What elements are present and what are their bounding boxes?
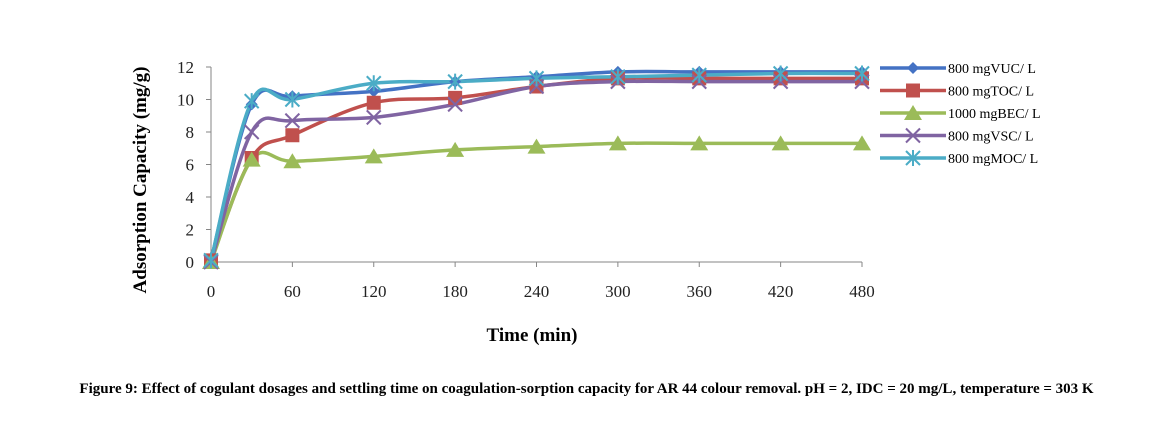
x-tick-label: 420 xyxy=(768,282,794,301)
x-tick-label: 240 xyxy=(524,282,550,301)
legend-label: 800 mgVSC/ L xyxy=(948,130,1034,145)
data-point-triangle xyxy=(364,148,383,164)
data-point-star xyxy=(528,70,545,87)
data-point-x xyxy=(366,109,382,126)
data-point-square xyxy=(285,128,300,143)
data-point-x xyxy=(243,124,260,140)
x-tick-label: 60 xyxy=(284,282,301,301)
y-tick-label: 12 xyxy=(177,58,194,77)
series-line-1 xyxy=(209,69,864,263)
y-axis-title: Adsorption Capacity (mg/g) xyxy=(130,67,151,294)
x-tick-label: 0 xyxy=(207,282,216,301)
series-line-4 xyxy=(209,79,864,264)
legend-label: 800 mgMOC/ L xyxy=(948,152,1038,167)
y-tick-label: 6 xyxy=(186,156,195,175)
y-tick-label: 8 xyxy=(186,123,195,142)
x-tick-label: 180 xyxy=(442,282,468,301)
data-point-diamond xyxy=(367,85,380,98)
legend-label: 800 mgVUC/ L xyxy=(948,62,1036,77)
legend-marker xyxy=(906,83,920,98)
data-point-star xyxy=(243,93,260,110)
series-line-5 xyxy=(209,71,864,263)
legend-marker xyxy=(904,105,922,120)
x-tick-label: 300 xyxy=(605,282,631,301)
x-axis-title: Time (min) xyxy=(487,325,578,346)
data-point-star xyxy=(366,75,382,92)
series-line-2 xyxy=(209,76,864,263)
legend-label: 1000 mgBEC/ L xyxy=(948,107,1041,122)
data-point-triangle xyxy=(242,151,261,167)
data-point-star xyxy=(854,65,870,82)
data-point-star xyxy=(610,68,626,85)
x-tick-label: 120 xyxy=(361,282,387,301)
data-point-star xyxy=(691,67,707,84)
data-point-x xyxy=(447,96,463,113)
data-point-triangle xyxy=(283,153,302,169)
data-point-square xyxy=(448,90,463,105)
y-tick-label: 4 xyxy=(186,188,195,207)
legend-marker xyxy=(905,150,921,166)
series-line-3 xyxy=(209,141,864,264)
legend-marker xyxy=(907,62,919,74)
y-tick-label: 10 xyxy=(177,91,194,110)
data-point-square xyxy=(366,95,381,110)
y-tick-label: 0 xyxy=(186,253,195,272)
y-tick-label: 2 xyxy=(186,221,195,240)
data-point-triangle xyxy=(771,135,790,151)
chart-legend: 800 mgVUC/ L 800 mgTOC/ L 1000 mgBEC/ L 800… xyxy=(880,62,1041,167)
data-point-triangle xyxy=(527,138,546,154)
legend-label: 800 mgTOC/ L xyxy=(948,85,1034,100)
legend-marker xyxy=(905,127,921,144)
data-point-star xyxy=(203,252,219,269)
series-lines xyxy=(209,69,864,264)
series-markers xyxy=(202,65,871,270)
data-point-star xyxy=(772,65,789,82)
x-tick-label: 360 xyxy=(687,282,713,301)
data-point-triangle xyxy=(608,135,627,151)
data-point-triangle xyxy=(853,135,871,151)
data-point-triangle xyxy=(446,141,465,157)
data-point-x xyxy=(284,112,301,129)
data-point-star xyxy=(447,73,463,90)
data-point-triangle xyxy=(690,135,709,151)
figure-caption: Figure 9: Effect of cogulant dosages and… xyxy=(79,381,1094,397)
x-tick-label: 480 xyxy=(849,282,875,301)
data-point-star xyxy=(284,91,301,108)
